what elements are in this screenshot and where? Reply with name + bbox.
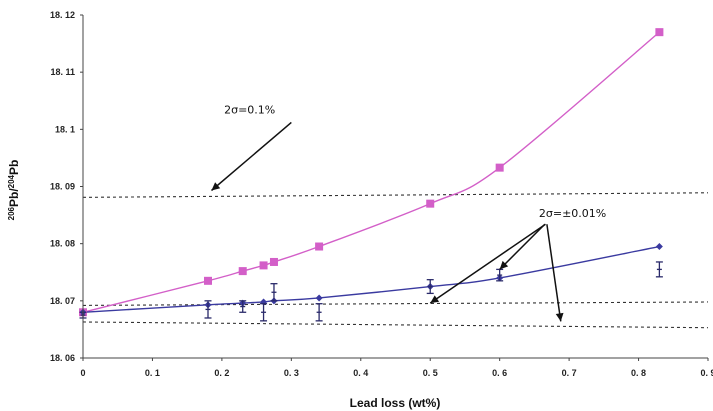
x-tick-label: 0. 8 (631, 368, 646, 378)
x-tick-label: 0. 5 (423, 368, 438, 378)
series-line (82, 245, 660, 313)
square-marker (238, 267, 247, 276)
y-axis-title-base2: Pb (7, 160, 21, 175)
error-bar (204, 300, 212, 319)
annotation-label: 2σ=±0.01% (539, 207, 606, 220)
x-tick-label: 0. 1 (145, 368, 160, 378)
y-tick-labels: 18. 06 18. 07 18. 08 18. 09 18. 1 18. 11 18. 1… (50, 10, 83, 363)
y-tick-label: 18. 09 (50, 182, 75, 192)
x-tick-labels: 0 0. 1 0. 2 0. 3 0. 4 0. 5 0. 6 0. 7 0. 8 0. 9 (80, 358, 713, 378)
y-tick-label: 18. 08 (50, 239, 75, 249)
error-bar (270, 283, 278, 302)
x-tick-label: 0. 6 (492, 368, 507, 378)
y-tick-label: 18. 11 (50, 67, 75, 77)
reference-line (82, 192, 709, 198)
reference-line (82, 301, 709, 306)
x-tick-label: 0 (80, 368, 85, 378)
data-markers (79, 28, 664, 322)
x-tick-label: 0. 4 (353, 368, 368, 378)
x-tick-label: 0. 2 (214, 368, 229, 378)
x-tick-label: 0. 7 (562, 368, 577, 378)
x-axis-title: Lead loss (wt%) (350, 396, 441, 410)
y-tick-label: 18. 1 (55, 124, 75, 134)
annotation-label: 2σ=0.1% (224, 103, 275, 116)
error-bar (315, 303, 323, 322)
diamond-marker (315, 294, 323, 302)
arrow (210, 121, 292, 192)
annotations: 2σ=0.1% 2σ=±0.01% (224, 103, 606, 219)
diamond-marker (655, 243, 663, 251)
arrow (546, 224, 564, 322)
arrows (210, 121, 564, 322)
y-axis-title-base1: Pb/ (7, 188, 21, 207)
y-tick-label: 18. 06 (50, 353, 75, 363)
square-marker (315, 242, 324, 251)
y-axis-title: 206Pb/204Pb (7, 160, 21, 221)
arrow (429, 223, 546, 304)
x-tick-label: 0. 9 (700, 368, 713, 378)
reference-lines (82, 192, 709, 329)
arrow (499, 223, 546, 270)
y-axis-title-sup1: 206 (7, 206, 16, 220)
square-marker (269, 257, 278, 266)
series-lines (82, 31, 660, 313)
y-axis-title-sup2: 204 (7, 174, 16, 188)
y-tick-label: 18. 12 (50, 10, 75, 20)
series-line (82, 31, 660, 313)
error-bar (239, 300, 247, 313)
square-marker (655, 28, 664, 37)
square-marker (259, 261, 268, 270)
reference-line (82, 321, 709, 329)
y-tick-label: 18. 07 (50, 296, 75, 306)
error-bar (655, 261, 663, 278)
square-marker (495, 163, 504, 172)
square-marker (204, 276, 212, 285)
square-marker (426, 199, 435, 208)
error-bar (260, 303, 268, 322)
x-tick-label: 0. 3 (284, 368, 299, 378)
error-bar (426, 279, 434, 295)
error-bar (496, 268, 504, 282)
